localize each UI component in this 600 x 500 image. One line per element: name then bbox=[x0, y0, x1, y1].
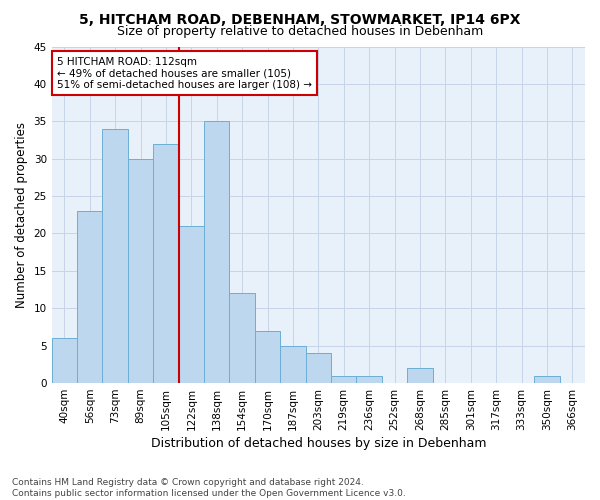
Bar bbox=[128, 158, 153, 383]
Bar bbox=[280, 346, 305, 383]
Bar bbox=[229, 294, 255, 383]
Text: 5 HITCHAM ROAD: 112sqm
← 49% of detached houses are smaller (105)
51% of semi-de: 5 HITCHAM ROAD: 112sqm ← 49% of detached… bbox=[57, 56, 312, 90]
Bar bbox=[255, 330, 280, 383]
Bar bbox=[534, 376, 560, 383]
Bar bbox=[204, 122, 229, 383]
Bar bbox=[103, 129, 128, 383]
X-axis label: Distribution of detached houses by size in Debenham: Distribution of detached houses by size … bbox=[151, 437, 486, 450]
Text: 5, HITCHAM ROAD, DEBENHAM, STOWMARKET, IP14 6PX: 5, HITCHAM ROAD, DEBENHAM, STOWMARKET, I… bbox=[79, 12, 521, 26]
Y-axis label: Number of detached properties: Number of detached properties bbox=[15, 122, 28, 308]
Bar bbox=[52, 338, 77, 383]
Bar bbox=[153, 144, 179, 383]
Bar bbox=[77, 211, 103, 383]
Bar bbox=[305, 353, 331, 383]
Bar bbox=[331, 376, 356, 383]
Bar bbox=[356, 376, 382, 383]
Bar bbox=[407, 368, 433, 383]
Text: Contains HM Land Registry data © Crown copyright and database right 2024.
Contai: Contains HM Land Registry data © Crown c… bbox=[12, 478, 406, 498]
Bar bbox=[179, 226, 204, 383]
Text: Size of property relative to detached houses in Debenham: Size of property relative to detached ho… bbox=[117, 25, 483, 38]
